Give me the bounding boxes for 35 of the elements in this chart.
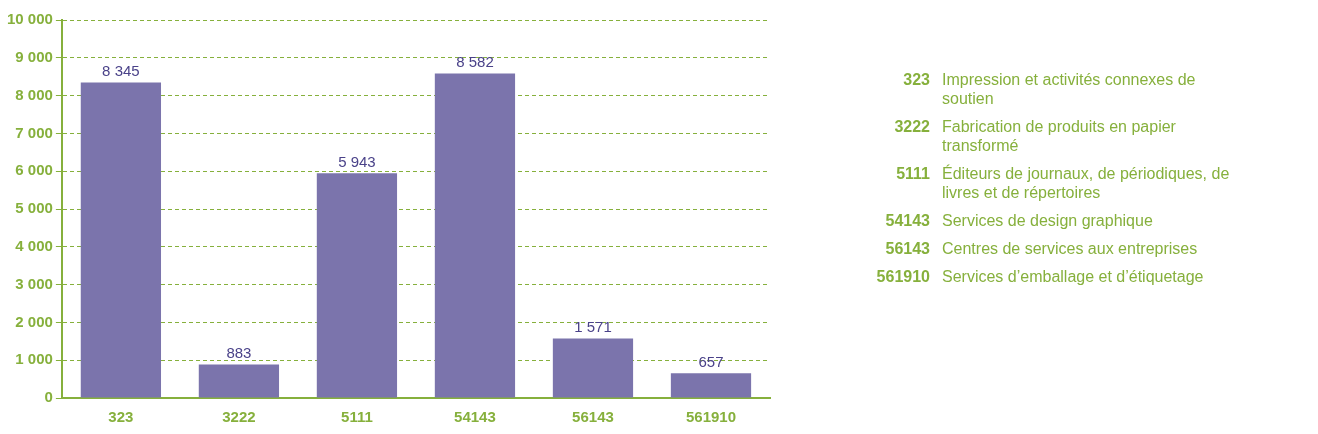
text: 561910 Services d’emballage et d’étiquetage: [875, 267, 1205, 286]
text: 54143 Services de design graphique: [884, 211, 1154, 230]
bar: [80, 82, 162, 398]
y-tick-label: 6 000: [15, 161, 53, 179]
text: 56143 Centres de services aux entreprises: [884, 239, 1199, 258]
text: 3222 Fabrication de produits en papier transformé: [893, 117, 1177, 155]
y-tick-label: 2 000: [15, 312, 53, 330]
y-tick-label: 4 000: [15, 236, 53, 254]
x-tick-label: 3222: [222, 408, 256, 426]
y-tick-label: 8 000: [15, 85, 53, 103]
text: 5111 Éditeurs de journaux, de périodiques, de livres et de répertoires: [895, 164, 1231, 202]
y-tick-label: 5 000: [15, 199, 53, 217]
bar: [670, 373, 752, 398]
data-label: 883: [226, 344, 252, 362]
y-tick-label: 1 000: [15, 350, 53, 368]
x-tick-label: 56143: [572, 408, 614, 426]
x-tick-label: 5111: [341, 408, 373, 426]
text: 323 Impression et activités connexes de soutien: [902, 70, 1197, 108]
x-tick-label: 561910: [685, 408, 737, 426]
data-label: 5 943: [338, 153, 376, 170]
y-tick-label: 0: [44, 388, 53, 406]
y-tick-label: 7 000: [15, 123, 53, 141]
x-tick-label: 54143: [454, 408, 496, 426]
y-tick-label: 3 000: [15, 274, 53, 292]
data-label: 8 345: [102, 62, 140, 80]
data-label: 1 571: [574, 318, 612, 336]
y-tick-label: 10 000: [6, 10, 53, 28]
bar: [198, 364, 280, 398]
bar: [316, 173, 398, 398]
bar: [552, 338, 634, 398]
x-tick-label: 323: [108, 408, 134, 426]
data-label: 657: [698, 352, 724, 370]
data-label: 8 582: [456, 53, 494, 71]
bar: [434, 73, 516, 398]
y-tick-label: 9 000: [15, 47, 53, 65]
